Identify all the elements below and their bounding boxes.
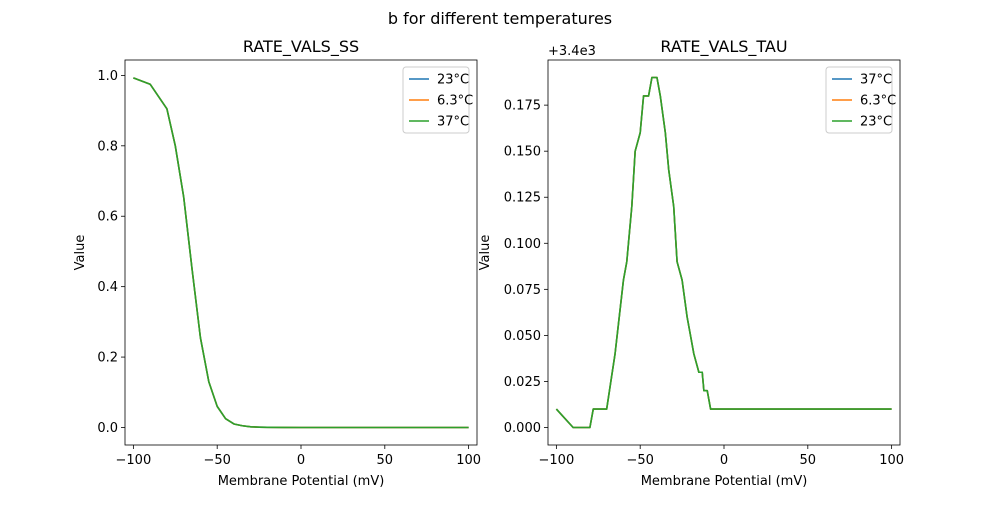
legend-label: 23°C	[437, 73, 469, 88]
x-tick-label: −50	[626, 453, 653, 468]
legend-label: 6.3°C	[437, 94, 473, 109]
y-tick-label: 1.0	[97, 69, 118, 84]
x-tick-label: 50	[377, 453, 394, 468]
chart-title: RATE_VALS_SS	[243, 37, 359, 57]
x-tick-label: 0	[297, 453, 305, 468]
y-tick-label: 0.2	[97, 351, 118, 366]
y-axis-label: Value	[73, 235, 88, 271]
legend-box	[402, 66, 470, 134]
legend-label: 37°C	[437, 115, 469, 130]
y-tick-label: 0.100	[504, 237, 541, 252]
legend-box	[825, 66, 893, 134]
y-tick-label: 0.150	[504, 145, 541, 160]
x-tick-label: 100	[456, 453, 481, 468]
series-line-2	[133, 77, 469, 429]
y-tick-label: 0.125	[504, 191, 541, 206]
y-tick-label: 0.175	[504, 99, 541, 114]
x-tick-label: 100	[879, 453, 904, 468]
x-tick-label: 50	[800, 453, 817, 468]
x-tick-label: −100	[116, 453, 152, 468]
y-tick-label: 0.8	[97, 139, 118, 154]
y-tick-label: 0.075	[504, 283, 541, 298]
y-tick-label: 0.050	[504, 329, 541, 344]
y-tick-label: 0.000	[504, 421, 541, 436]
x-tick-label: −50	[203, 453, 230, 468]
y-tick-label: 0.4	[97, 280, 118, 295]
y-tick-label: 0.6	[97, 210, 118, 225]
legend-label: 23°C	[860, 115, 892, 130]
y-tick-label: 0.0	[97, 421, 118, 436]
x-axis-label: Membrane Potential (mV)	[641, 474, 808, 489]
x-axis-label: Membrane Potential (mV)	[218, 474, 385, 489]
chart-title: RATE_VALS_TAU	[660, 37, 787, 57]
figure-suptitle: b for different temperatures	[388, 9, 612, 28]
x-tick-label: −100	[539, 453, 575, 468]
x-tick-label: 0	[720, 453, 728, 468]
y-tick-label: 0.025	[504, 375, 541, 390]
y-offset-text: +3.4e3	[548, 44, 596, 59]
legend-label: 6.3°C	[860, 94, 896, 109]
legend-label: 37°C	[860, 73, 892, 88]
y-axis-label: Value	[478, 235, 493, 271]
series-line-2	[555, 76, 892, 429]
